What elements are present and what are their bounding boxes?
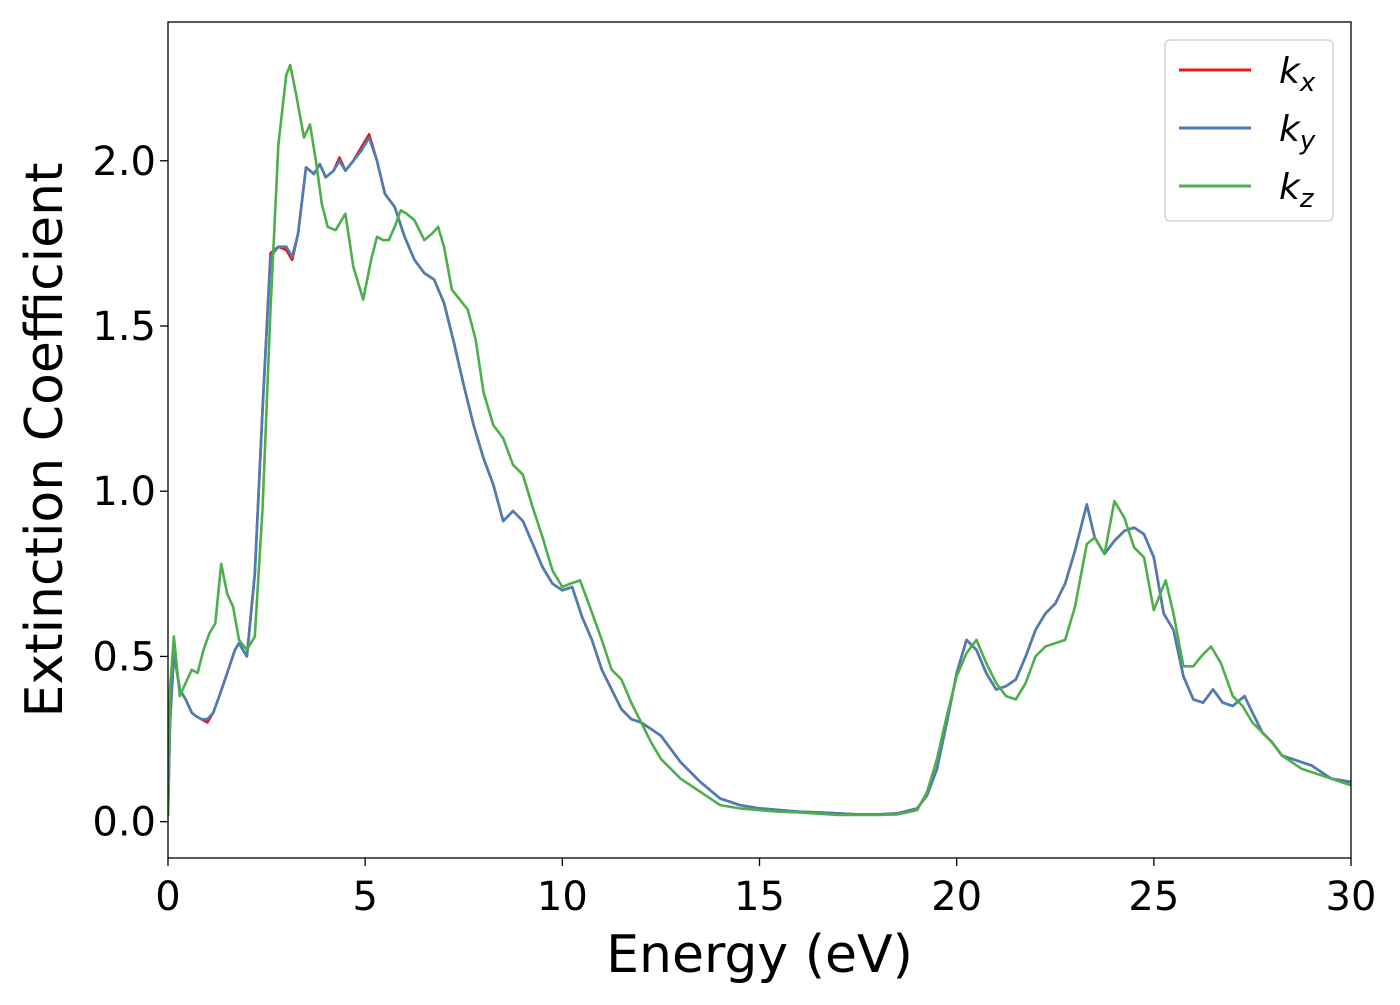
x-tick-label: 25 bbox=[1128, 874, 1179, 920]
legend-label-kx: kx bbox=[1279, 51, 1316, 98]
y-axis-label: Extinction Coefficient bbox=[15, 163, 75, 718]
legend-subscript-z: z bbox=[1299, 184, 1315, 214]
legend-subscript-y: y bbox=[1299, 126, 1316, 156]
x-axis-label: Energy (eV) bbox=[606, 925, 913, 985]
x-tick-label: 0 bbox=[155, 874, 180, 920]
x-tick-label: 15 bbox=[734, 874, 785, 920]
y-tick-label: 2.0 bbox=[92, 139, 156, 185]
series-line-kx bbox=[168, 133, 1351, 817]
series-layer bbox=[168, 63, 1351, 817]
x-tick-label: 5 bbox=[352, 874, 377, 920]
series-line-ky bbox=[168, 136, 1351, 817]
y-tick-label: 0.0 bbox=[92, 800, 156, 846]
y-tick-label: 0.5 bbox=[92, 634, 156, 680]
legend-subscript-x: x bbox=[1299, 68, 1316, 98]
x-tick-label: 30 bbox=[1326, 874, 1377, 920]
y-tick-label: 1.5 bbox=[92, 304, 156, 350]
x-tick-label: 10 bbox=[537, 874, 588, 920]
x-tick-label: 20 bbox=[931, 874, 982, 920]
series-line-kz bbox=[168, 63, 1351, 817]
y-tick-label: 1.0 bbox=[92, 469, 156, 515]
legend-box bbox=[1164, 39, 1334, 222]
ticks-layer: 0 5 10 15 20 25 30 0.0 0.5 1.0 1.5 2.0 bbox=[92, 139, 1376, 920]
